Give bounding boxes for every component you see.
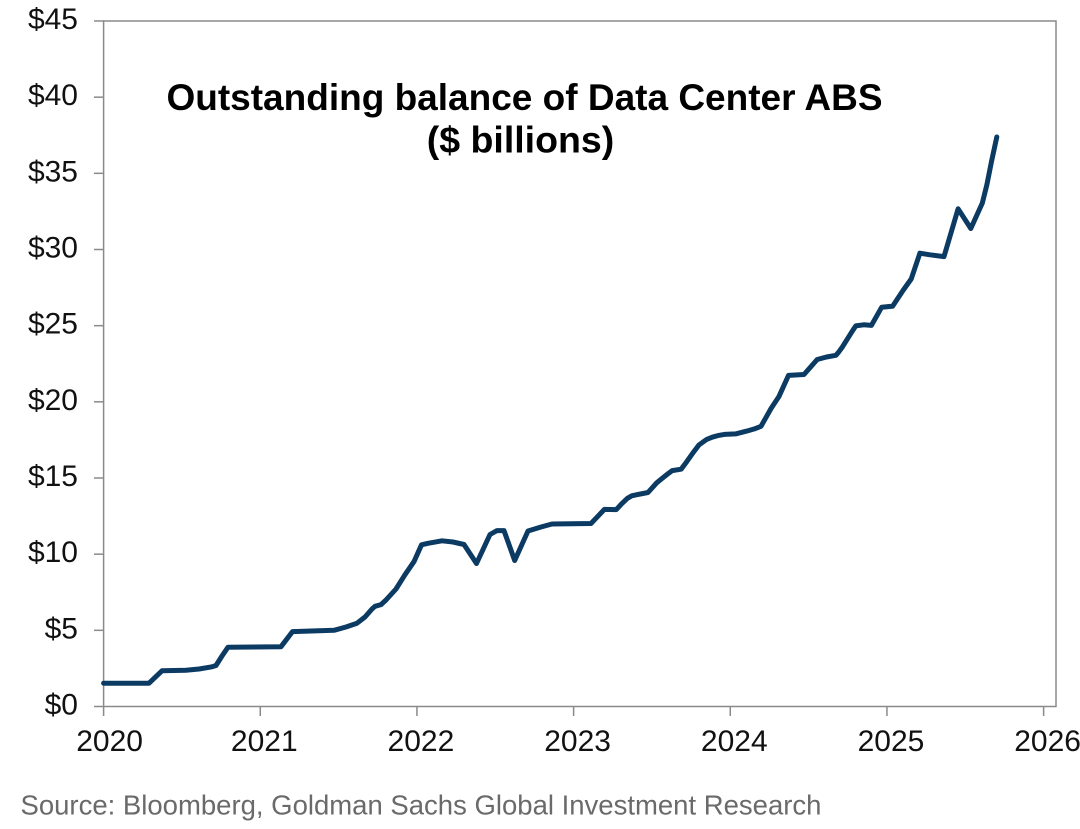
svg-text:2023: 2023 [544, 725, 611, 758]
svg-text:$0: $0 [45, 689, 78, 722]
svg-text:$40: $40 [28, 79, 78, 112]
svg-text:$20: $20 [28, 384, 78, 417]
svg-text:2026: 2026 [1014, 725, 1080, 758]
svg-text:$30: $30 [28, 232, 78, 265]
svg-text:Source: Bloomberg, Goldman Sac: Source: Bloomberg, Goldman Sachs Global … [21, 790, 822, 821]
svg-text:2025: 2025 [858, 725, 925, 758]
svg-text:$45: $45 [28, 3, 78, 36]
svg-text:2020: 2020 [76, 725, 143, 758]
svg-text:$25: $25 [28, 308, 78, 341]
svg-text:$5: $5 [45, 612, 78, 645]
svg-text:2022: 2022 [388, 725, 455, 758]
svg-text:2024: 2024 [701, 725, 768, 758]
svg-text:Outstanding balance of Data Ce: Outstanding balance of Data Center ABS [166, 77, 882, 118]
svg-text:$15: $15 [28, 460, 78, 493]
svg-text:($ billions): ($ billions) [427, 119, 615, 161]
svg-text:$35: $35 [28, 155, 78, 188]
svg-text:$10: $10 [28, 536, 78, 569]
svg-text:2021: 2021 [231, 725, 298, 758]
